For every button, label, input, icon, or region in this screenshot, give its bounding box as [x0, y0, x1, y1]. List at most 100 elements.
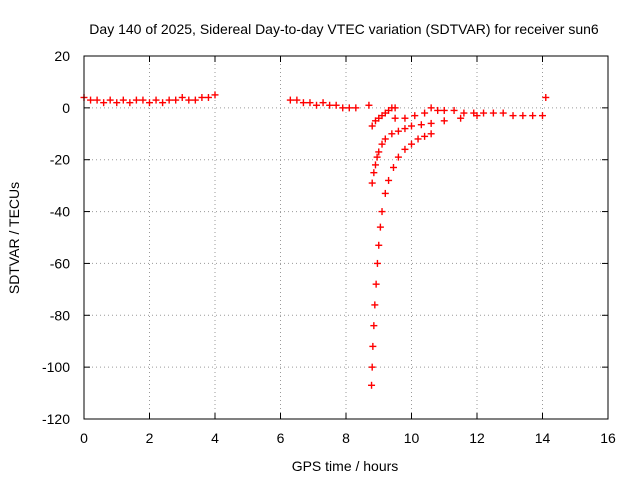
data-point — [417, 121, 425, 129]
data-point — [185, 96, 193, 104]
data-point — [326, 101, 334, 109]
data-point — [368, 122, 376, 130]
y-axis-label: SDTVAR / TECUs — [6, 182, 22, 294]
data-point — [370, 169, 378, 177]
data-point — [381, 189, 389, 197]
data-point — [375, 148, 383, 156]
data-point — [408, 122, 415, 130]
x-tick-label: 0 — [80, 430, 88, 446]
x-tick-label: 4 — [211, 430, 219, 446]
data-point — [371, 301, 379, 309]
data-point — [126, 99, 134, 107]
data-point — [375, 241, 383, 249]
y-tick-label: -40 — [50, 204, 70, 220]
data-point — [391, 104, 399, 112]
data-point — [401, 125, 409, 133]
data-point — [378, 208, 386, 216]
data-point — [372, 280, 380, 288]
data-point — [339, 104, 347, 112]
data-point — [411, 112, 419, 120]
data-point — [313, 101, 321, 109]
data-point — [165, 96, 173, 104]
data-point — [440, 106, 448, 114]
data-point — [440, 117, 448, 125]
x-tick-label: 12 — [469, 430, 485, 446]
data-point — [332, 101, 340, 109]
data-point — [368, 179, 376, 187]
x-tick-label: 8 — [342, 430, 350, 446]
data-point — [414, 135, 422, 143]
data-point — [519, 112, 527, 120]
data-point — [198, 93, 206, 101]
data-point — [450, 106, 458, 114]
data-points — [80, 91, 550, 389]
data-point — [421, 109, 429, 117]
x-tick-label: 10 — [404, 430, 420, 446]
data-point — [293, 96, 301, 104]
x-tick-label: 2 — [146, 430, 154, 446]
data-point — [87, 96, 95, 104]
data-point — [113, 99, 121, 107]
y-tick-label: 20 — [54, 48, 70, 64]
data-point — [369, 342, 377, 350]
data-point — [191, 96, 199, 104]
data-point — [480, 109, 488, 117]
y-tick-label: -100 — [42, 359, 70, 375]
data-point — [100, 99, 108, 107]
data-point — [391, 114, 399, 122]
data-point — [389, 163, 397, 171]
data-point — [211, 91, 219, 99]
data-point — [373, 153, 381, 161]
data-point — [368, 363, 376, 371]
data-point — [93, 96, 101, 104]
data-point — [394, 153, 402, 161]
data-point — [489, 109, 497, 117]
data-point — [539, 112, 546, 120]
data-point — [408, 140, 415, 148]
x-axis-label: GPS time / hours — [292, 458, 399, 474]
data-point — [394, 127, 402, 135]
x-tick-label: 6 — [277, 430, 285, 446]
data-point — [106, 96, 114, 104]
data-point — [376, 223, 384, 231]
data-point — [381, 135, 389, 143]
data-point — [371, 161, 379, 169]
data-point — [401, 145, 409, 153]
data-point — [352, 104, 360, 112]
y-tick-label: -20 — [50, 152, 70, 168]
data-point — [542, 93, 550, 101]
data-point — [385, 176, 393, 184]
y-tick-label: -120 — [42, 411, 70, 427]
y-tick-label: -80 — [50, 307, 70, 323]
data-point — [388, 130, 396, 138]
data-point — [306, 99, 314, 107]
data-point — [368, 381, 376, 389]
data-point — [152, 96, 160, 104]
x-tick-label: 16 — [600, 430, 616, 446]
data-point — [401, 114, 409, 122]
y-tick-labels: 20 0 -20 -40 -60 -80 -100 -120 — [42, 48, 70, 427]
axis-ticks — [83, 55, 609, 420]
data-point — [427, 119, 435, 127]
data-point — [509, 112, 517, 120]
data-point — [378, 140, 386, 148]
data-point — [434, 106, 442, 114]
data-point — [299, 99, 307, 107]
data-point — [119, 96, 127, 104]
data-point — [457, 114, 465, 122]
data-point — [345, 104, 353, 112]
data-point — [370, 322, 378, 330]
data-point — [172, 96, 180, 104]
data-point — [427, 130, 435, 138]
data-point — [499, 109, 507, 117]
data-point — [427, 104, 435, 112]
data-point — [146, 99, 153, 107]
data-point — [178, 93, 186, 101]
data-point — [470, 109, 478, 117]
data-point — [204, 93, 212, 101]
data-point — [365, 101, 373, 109]
data-point — [139, 96, 147, 104]
data-point — [529, 112, 537, 120]
data-point — [286, 96, 294, 104]
